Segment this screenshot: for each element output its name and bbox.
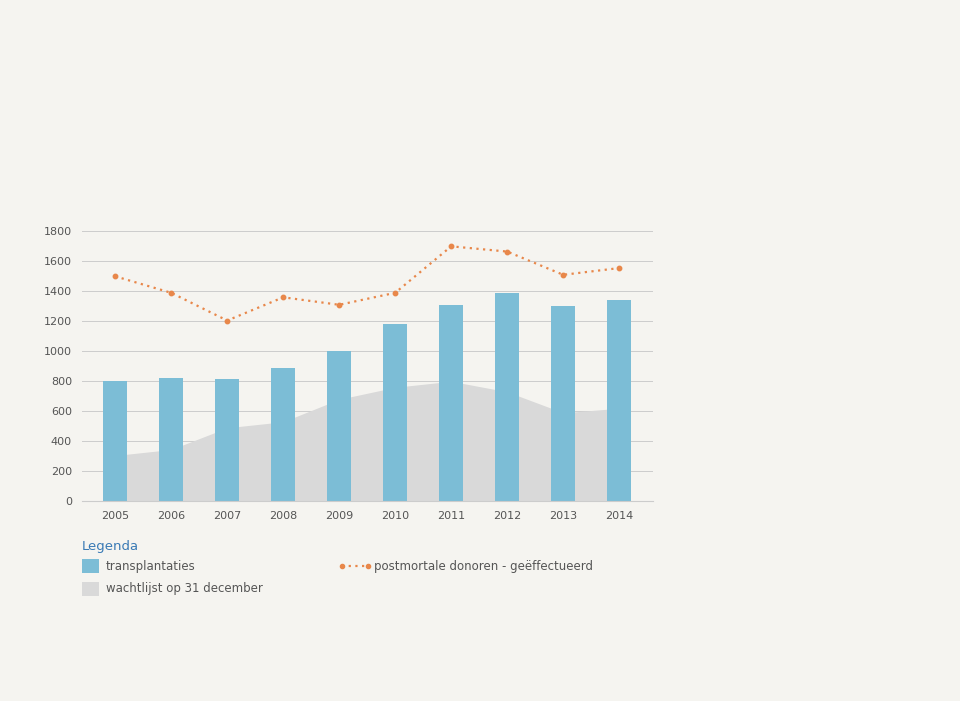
Bar <box>440 305 463 501</box>
Bar <box>104 381 127 501</box>
Text: Legenda: Legenda <box>82 540 139 553</box>
Bar <box>159 379 183 501</box>
Bar <box>608 299 631 501</box>
Bar <box>383 325 407 501</box>
Bar <box>272 368 295 501</box>
Text: wachtlijst op 31 december: wachtlijst op 31 december <box>106 583 262 595</box>
Bar <box>215 379 239 501</box>
Text: transplantaties: transplantaties <box>106 560 195 573</box>
Bar <box>495 293 519 501</box>
Text: postmortale donoren - geëffectueerd: postmortale donoren - geëffectueerd <box>374 560 593 573</box>
Bar <box>327 350 351 501</box>
Bar <box>551 306 575 501</box>
